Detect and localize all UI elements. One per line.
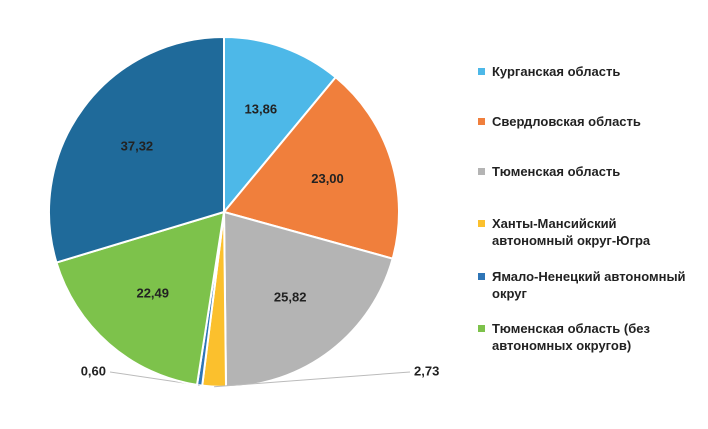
legend-swatch: [478, 220, 485, 227]
value-label: 2,73: [414, 363, 439, 378]
pie-slice: [48, 35, 225, 264]
legend-entry: Свердловская область: [478, 113, 692, 130]
value-label: 22,49: [136, 285, 169, 300]
legend-label: Тюменская область: [492, 164, 621, 179]
legend-swatch: [478, 273, 485, 280]
legend-entry: Тюменская область (без автономных округо…: [478, 320, 692, 354]
pie-slice: [55, 210, 226, 387]
legend-swatch: [478, 325, 485, 332]
legend-entry: Ханты-Мансийский автономный округ-Югра: [478, 215, 692, 249]
value-label: 13,86: [245, 101, 278, 116]
legend-label: Ямало-Ненецкий автономный округ: [492, 269, 686, 301]
legend-swatch: [478, 118, 485, 125]
legend-entry: Тюменская область: [478, 163, 692, 180]
value-label: 0,60: [81, 363, 106, 378]
pie-slice: [222, 75, 400, 260]
pie-slice: [223, 35, 338, 215]
pie-area: 13,86 23,00 25,82 2,73 0,60 22,49 37,32: [48, 35, 439, 389]
legend-entry: Ямало-Ненецкий автономный округ: [478, 268, 692, 302]
legend-swatch: [478, 168, 485, 175]
legend-label: Ханты-Мансийский автономный округ-Югра: [492, 216, 651, 248]
legend-label: Тюменская область (без автономных округо…: [492, 321, 650, 353]
value-label: 37,32: [121, 139, 154, 154]
leader-line: [214, 371, 411, 388]
value-label: 23,00: [311, 171, 344, 186]
value-label: 25,82: [274, 289, 307, 304]
pie-slice: [222, 210, 394, 389]
legend-swatch: [478, 68, 485, 75]
legend-label: Курганская область: [492, 64, 621, 79]
legend-entry: Курганская область: [478, 63, 692, 80]
legend-label: Свердловская область: [492, 114, 641, 129]
